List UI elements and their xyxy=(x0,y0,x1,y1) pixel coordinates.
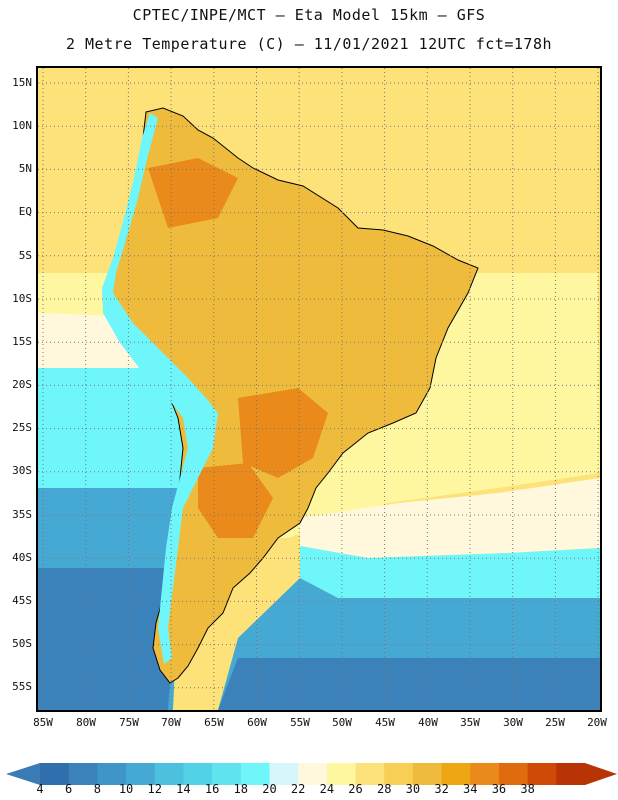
lat-label-5s: 5S xyxy=(18,249,32,262)
colorbar-cell xyxy=(441,763,471,785)
lon-label-80w: 80W xyxy=(76,716,96,729)
lon-label-50w: 50W xyxy=(332,716,352,729)
lon-label-55w: 55W xyxy=(290,716,310,729)
colorbar-cell xyxy=(183,763,213,785)
colorbar-left-arrow xyxy=(6,763,40,785)
colorbar xyxy=(6,763,617,785)
lat-label-35s: 35S xyxy=(12,508,32,521)
colorbar-label: 4 xyxy=(36,782,44,796)
colorbar-cell xyxy=(240,763,270,785)
hot-region-chaco xyxy=(238,388,328,478)
colorbar-right-arrow xyxy=(585,763,617,785)
colorbar-cell xyxy=(470,763,500,785)
colorbar-cell xyxy=(97,763,127,785)
map-title-line2: 2 Metre Temperature (C) – 11/01/2021 12U… xyxy=(65,35,553,53)
ocean-cool-band xyxy=(38,368,600,598)
colorbar-label: 36 xyxy=(491,782,507,796)
ocean-colder-band xyxy=(38,568,600,710)
colorbar-label: 12 xyxy=(147,782,162,796)
lon-label-30w: 30W xyxy=(503,716,523,729)
lat-label-20s: 20S xyxy=(12,378,32,391)
graticule xyxy=(38,68,600,710)
colorbar-label: 28 xyxy=(376,782,392,796)
colorbar-cell xyxy=(40,763,70,785)
colorbar-cell xyxy=(68,763,98,785)
andes-cordillera xyxy=(102,113,218,664)
hot-region-amazon xyxy=(148,158,238,228)
temperature-map-svg xyxy=(38,68,600,710)
colorbar-label: 38 xyxy=(520,782,535,796)
map-title-line1: CPTEC/INPE/MCT – Eta Model 15km – GFS xyxy=(132,6,486,24)
temperature-map[interactable] xyxy=(36,66,602,712)
colorbar-label: 22 xyxy=(290,782,306,796)
colorbar-cell xyxy=(527,763,557,785)
lon-label-20w: 20W xyxy=(587,716,607,729)
colorbar-label: 30 xyxy=(405,782,421,796)
colorbar-cell xyxy=(212,763,242,785)
colorbar-label: 6 xyxy=(65,782,73,796)
lat-label-15n: 15N xyxy=(12,76,32,89)
colorbar-label: 18 xyxy=(233,782,248,796)
lon-label-35w: 35W xyxy=(460,716,480,729)
lat-label-15s: 15S xyxy=(12,335,32,348)
lon-label-75w: 75W xyxy=(119,716,139,729)
hot-region-argentina xyxy=(198,463,273,538)
colorbar-cells xyxy=(40,763,586,785)
colorbar-cell xyxy=(355,763,385,785)
colorbar-label: 34 xyxy=(463,782,478,796)
lon-label-25w: 25W xyxy=(545,716,565,729)
colorbar-label: 26 xyxy=(348,782,363,796)
colorbar-label: 24 xyxy=(319,782,335,796)
colorbar-cell xyxy=(556,763,586,785)
colorbar-cell xyxy=(154,763,184,785)
lon-label-45w: 45W xyxy=(375,716,395,729)
lon-label-40w: 40W xyxy=(418,716,438,729)
colorbar-label: 10 xyxy=(118,782,134,796)
lat-label-30s: 30S xyxy=(12,464,32,477)
lat-label-25s: 25S xyxy=(12,421,32,434)
colorbar-label: 32 xyxy=(434,782,449,796)
lat-label-55s: 55S xyxy=(12,680,32,693)
lon-label-85w: 85W xyxy=(33,716,53,729)
lat-label-45s: 45S xyxy=(12,594,32,607)
colorbar-cell xyxy=(326,763,357,785)
colorbar-label: 16 xyxy=(204,782,220,796)
colorbar-cell xyxy=(384,763,414,785)
colorbar-label: 14 xyxy=(176,782,191,796)
lat-label-10s: 10S xyxy=(12,292,32,305)
lat-label-40s: 40S xyxy=(12,551,32,564)
colorbar-cell xyxy=(126,763,156,785)
lat-label-eq: EQ xyxy=(18,205,32,218)
lon-label-65w: 65W xyxy=(204,716,224,729)
colorbar-cell xyxy=(269,763,299,785)
lat-label-50s: 50S xyxy=(12,637,32,650)
lon-label-70w: 70W xyxy=(161,716,181,729)
ocean-mild-band xyxy=(38,313,600,558)
colorbar-cell xyxy=(298,763,328,785)
colorbar-cell xyxy=(412,763,443,785)
colorbar-label: 20 xyxy=(262,782,277,796)
colorbar-label: 8 xyxy=(93,782,101,796)
lon-label-60w: 60W xyxy=(247,716,267,729)
lat-label-5n: 5N xyxy=(18,162,32,175)
lat-label-10n: 10N xyxy=(12,119,32,132)
colorbar-cell xyxy=(498,763,529,785)
